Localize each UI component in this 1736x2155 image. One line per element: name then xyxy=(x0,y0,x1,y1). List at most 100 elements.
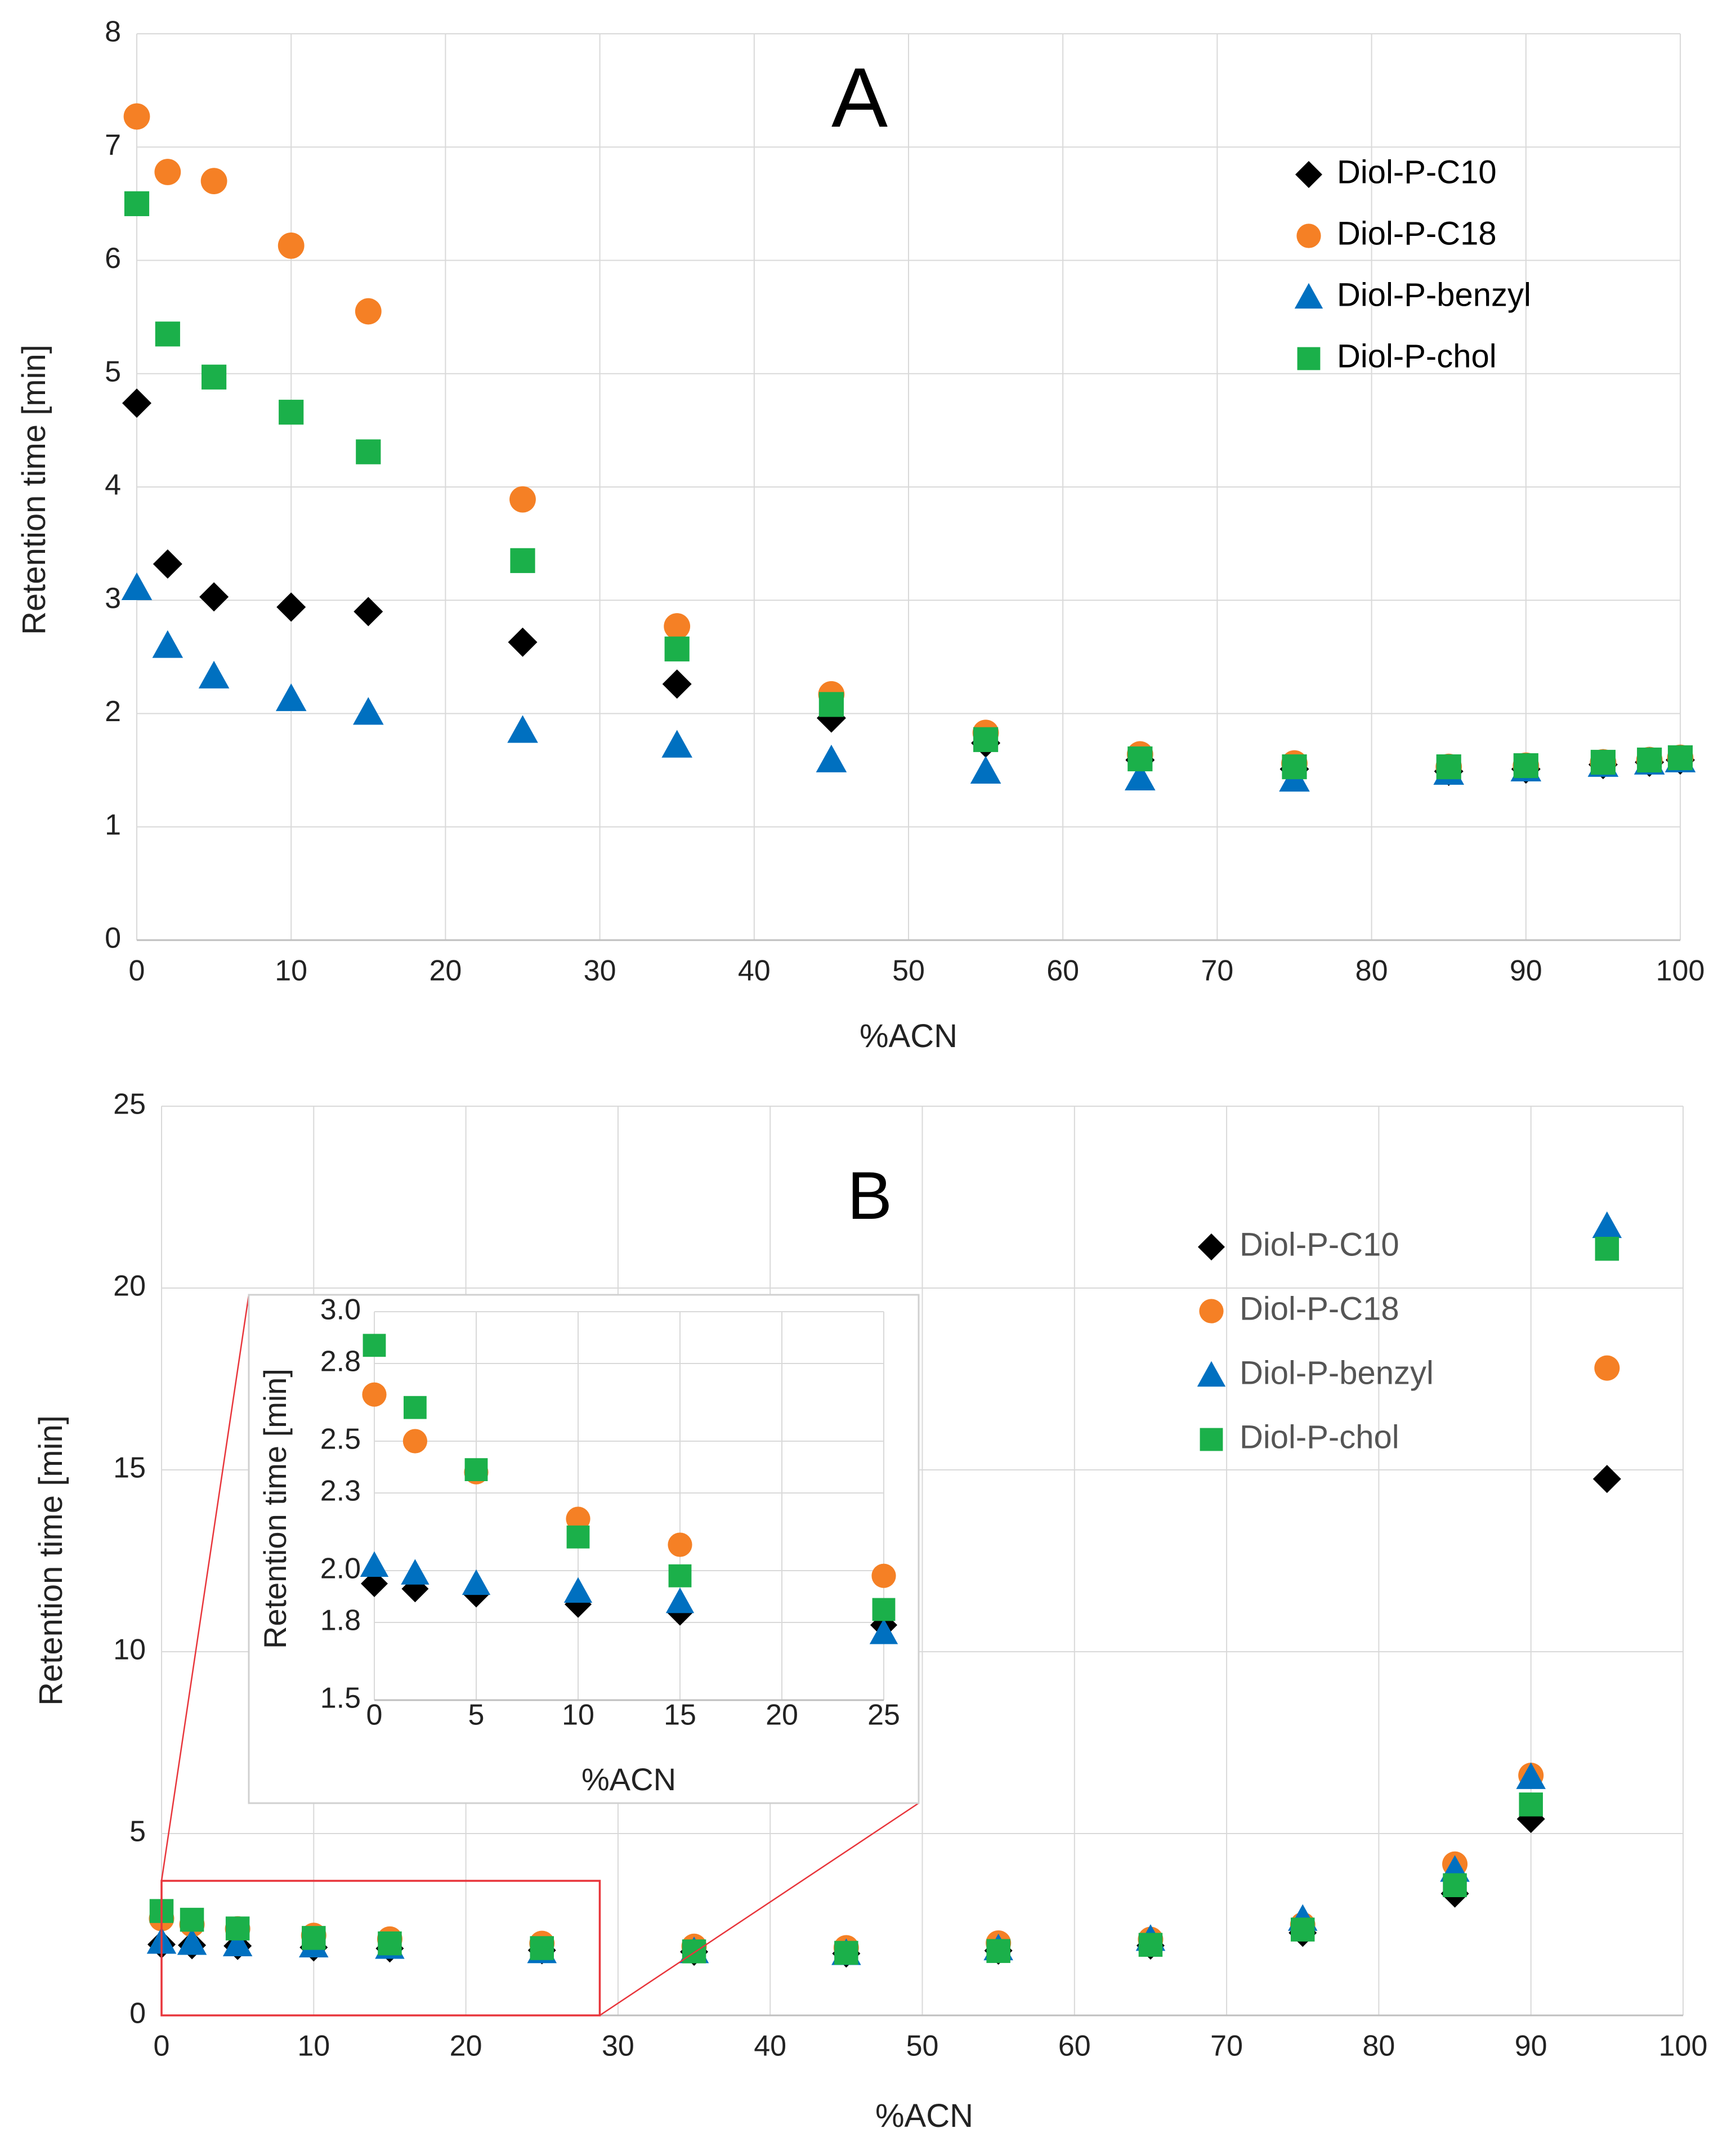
b-inset-y-tick-label: 2.8 xyxy=(320,1345,361,1378)
a-y-tick-label: 7 xyxy=(105,129,121,162)
a-point-diol-p-c10 xyxy=(354,597,383,627)
a-x-axis-label: %ACN xyxy=(860,1018,958,1054)
a-point-diol-p-c10 xyxy=(508,627,538,657)
chart-inset-panel: 0 5 10 15 20 25 1.5 1.8 2.0 2.3 2.5 2.8 3.0 %ACN Reten… xyxy=(248,1294,920,1804)
b-inset-x-tick-label: 15 xyxy=(664,1699,696,1732)
b-point-diol-p-benzyl xyxy=(177,1928,207,1955)
a-point-diol-p-benzyl xyxy=(121,572,153,600)
a-x-tick-label: 0 xyxy=(129,955,145,987)
b-point-diol-p-c18 xyxy=(1594,1355,1620,1381)
b-legend-marker-diol-p-c18 xyxy=(1199,1299,1224,1324)
b-panel-letter: B xyxy=(847,1158,892,1233)
a-point-diol-p-chol xyxy=(1127,746,1153,772)
b-point-diol-p-chol xyxy=(530,1936,554,1960)
b-inset-x-tick-label: 20 xyxy=(766,1699,798,1732)
chart-panel-a: 0 10 20 30 40 50 60 70 80 90 100 0 1 2 3 4 5 6 7 8 %ACN Reten… xyxy=(16,16,1704,1054)
b-inset-point-diol-p-c18 xyxy=(871,1563,896,1588)
a-legend-marker-diol-p-benzyl xyxy=(1294,283,1323,309)
b-inset-inset-frame xyxy=(248,1294,920,1804)
b-point-diol-p-chol xyxy=(378,1931,402,1956)
b-legend-marker-diol-p-benzyl xyxy=(1197,1361,1226,1387)
a-y-tick-label: 3 xyxy=(105,582,121,615)
a-point-diol-p-chol xyxy=(510,548,535,573)
a-point-diol-p-benzyl xyxy=(661,730,692,758)
b-inset-point-diol-p-c10 xyxy=(361,1570,388,1597)
b-inset-point-diol-p-benzyl xyxy=(401,1559,429,1585)
b-legend-label-diol-p-c18: Diol-P-C18 xyxy=(1240,1290,1399,1327)
a-point-diol-p-chol xyxy=(155,321,180,347)
b-inset-x-tick-label: 10 xyxy=(562,1699,594,1732)
b-inset-point-diol-p-chol xyxy=(404,1396,427,1419)
b-y-tick-label: 20 xyxy=(113,1270,146,1303)
a-panel-letter: A xyxy=(831,50,888,145)
a-point-diol-p-c18 xyxy=(509,486,536,513)
b-inset-point-diol-p-c18 xyxy=(362,1382,387,1407)
a-point-diol-p-c10 xyxy=(122,388,151,418)
a-x-tick-label: 80 xyxy=(1355,955,1388,987)
b-point-diol-p-chol xyxy=(302,1926,326,1950)
b-point-diol-p-chol xyxy=(180,1907,204,1932)
a-point-diol-p-benzyl xyxy=(816,744,847,772)
a-point-diol-p-c18 xyxy=(278,232,305,259)
b-inset-point-diol-p-c18 xyxy=(402,1429,428,1454)
a-point-diol-p-chol xyxy=(818,692,844,717)
b-inset-x-tick-label: 25 xyxy=(867,1699,900,1732)
b-inset-y-tick-label: 1.5 xyxy=(320,1682,361,1715)
b-inset-point-diol-p-c18 xyxy=(668,1532,692,1557)
a-legend-label-diol-p-chol: Diol-P-chol xyxy=(1337,338,1497,374)
a-legend-label-diol-p-c10: Diol-P-C10 xyxy=(1337,154,1497,190)
a-point-diol-p-c10 xyxy=(276,592,306,622)
a-point-diol-p-c18 xyxy=(200,168,227,195)
b-point-diol-p-chol xyxy=(1443,1873,1467,1897)
b-inset-x-tick-label: 5 xyxy=(468,1699,485,1732)
b-x-tick-label: 30 xyxy=(602,2030,634,2063)
a-x-tick-label: 40 xyxy=(738,955,771,987)
zoom-connector xyxy=(160,1294,919,2017)
a-y-tick-label: 1 xyxy=(105,808,121,841)
b-inset-point-diol-p-c18 xyxy=(566,1506,590,1531)
b-point-diol-p-chol xyxy=(986,1939,1010,1963)
zoom-connector-line xyxy=(160,1294,250,1881)
a-legend-marker-diol-p-c10 xyxy=(1295,161,1322,188)
b-legend-marker-diol-p-chol xyxy=(1200,1428,1223,1451)
a-point-diol-p-chol xyxy=(124,191,150,216)
a-point-diol-p-c18 xyxy=(154,159,181,185)
a-point-diol-p-chol xyxy=(1436,754,1461,780)
b-point-diol-p-benzyl xyxy=(1516,1762,1546,1789)
b-inset-x-axis-label: %ACN xyxy=(581,1761,676,1797)
a-x-tick-label: 100 xyxy=(1656,955,1705,987)
a-x-tick-label: 90 xyxy=(1510,955,1542,987)
b-y-tick-label: 10 xyxy=(113,1634,146,1666)
a-x-tick-label: 50 xyxy=(892,955,925,987)
a-y-tick-label: 8 xyxy=(105,16,121,48)
b-legend-label-diol-p-c10: Diol-P-C10 xyxy=(1240,1226,1399,1263)
b-x-tick-label: 70 xyxy=(1210,2030,1243,2063)
b-point-diol-p-chol xyxy=(1291,1917,1315,1942)
b-point-diol-p-chol xyxy=(1519,1792,1543,1817)
b-inset-point-diol-p-chol xyxy=(464,1458,488,1481)
a-point-diol-p-benzyl xyxy=(198,660,230,688)
b-legend-label-diol-p-benzyl: Diol-P-benzyl xyxy=(1240,1354,1434,1391)
a-point-diol-p-c10 xyxy=(199,582,229,612)
b-inset-y-axis-label: Retention time [min] xyxy=(257,1369,293,1649)
b-y-tick-label: 25 xyxy=(113,1088,146,1121)
b-inset-x-tick-label: 0 xyxy=(366,1699,383,1732)
a-point-diol-p-chol xyxy=(1282,754,1307,780)
b-point-diol-p-chol xyxy=(834,1941,858,1965)
a-y-tick-label: 6 xyxy=(105,242,121,275)
b-x-tick-label: 0 xyxy=(154,2030,170,2063)
b-inset-point-diol-p-chol xyxy=(363,1334,386,1357)
chart-panel-b: 0 10 20 30 40 50 60 70 80 90 1000510152025%ACNRete… xyxy=(33,1088,1707,2134)
a-x-tick-label: 30 xyxy=(584,955,616,987)
a-point-diol-p-c18 xyxy=(664,613,691,640)
a-y-tick-label: 0 xyxy=(105,922,121,955)
b-inset-point-diol-p-benzyl xyxy=(869,1619,898,1644)
a-legend-label-diol-p-c18: Diol-P-C18 xyxy=(1337,215,1497,252)
b-x-tick-label: 40 xyxy=(754,2030,786,2063)
b-x-tick-label: 20 xyxy=(450,2030,482,2063)
a-y-axis-label: Retention time [min] xyxy=(16,345,52,635)
b-point-diol-p-benzyl xyxy=(1592,1211,1622,1239)
b-point-diol-p-chol xyxy=(682,1939,706,1964)
a-x-tick-label: 70 xyxy=(1201,955,1233,987)
b-x-tick-label: 90 xyxy=(1515,2030,1547,2063)
